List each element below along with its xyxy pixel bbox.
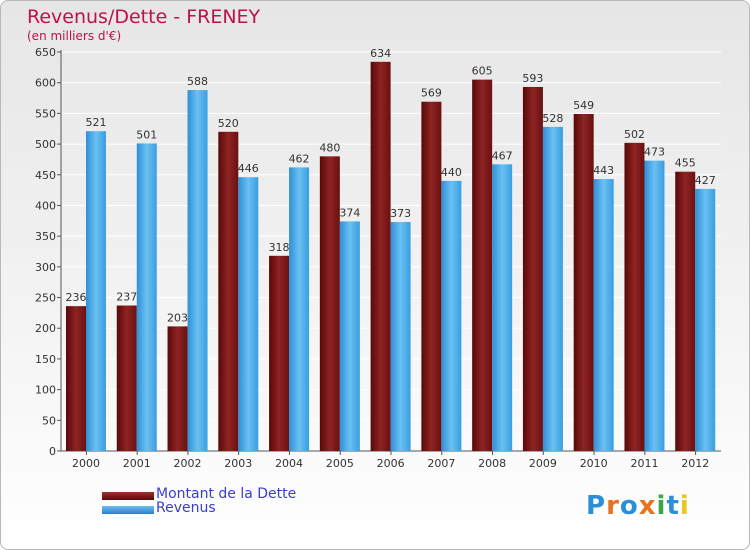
bar-revenus (542, 126, 563, 452)
bar-revenus (187, 90, 208, 451)
data-label-revenus: 446 (238, 162, 259, 175)
bar-revenus (441, 180, 462, 451)
y-tick-label: 200 (35, 322, 56, 335)
bar-revenus (289, 167, 310, 451)
legend-label-revenus: Revenus (156, 500, 216, 516)
x-tick-label: 2006 (377, 457, 405, 470)
bar-revenus (390, 222, 411, 451)
x-tick-label: 2007 (427, 457, 455, 470)
logo-letter: x (638, 491, 657, 521)
data-label-revenus: 467 (492, 149, 513, 162)
data-label-revenus: 501 (136, 128, 157, 141)
y-tick-label: 300 (35, 261, 56, 274)
bar-dette (218, 131, 239, 452)
data-label-revenus: 440 (441, 166, 462, 179)
y-tick-label: 100 (35, 384, 56, 397)
x-tick-label: 2001 (123, 457, 151, 470)
data-label-dette: 502 (624, 128, 645, 141)
x-tick-label: 2012 (681, 457, 709, 470)
bar-dette (573, 113, 594, 451)
y-tick-label: 650 (35, 46, 56, 59)
bar-dette (116, 305, 137, 451)
x-tick-label: 2004 (275, 457, 303, 470)
data-label-dette: 520 (218, 117, 239, 130)
data-label-revenus: 528 (542, 112, 563, 125)
data-label-dette: 236 (66, 291, 87, 304)
bar-dette (675, 171, 696, 451)
data-label-dette: 237 (116, 291, 137, 304)
x-tick-label: 2005 (326, 457, 354, 470)
data-label-revenus: 473 (644, 146, 665, 159)
logo-letter: r (606, 491, 620, 521)
data-label-dette: 318 (269, 241, 290, 254)
data-label-revenus: 588 (187, 75, 208, 88)
chart-subtitle: (en milliers d'€) (27, 29, 122, 43)
y-tick-label: 50 (42, 414, 56, 427)
x-tick-label: 2011 (630, 457, 658, 470)
bar-revenus (136, 143, 157, 451)
y-tick-label: 600 (35, 77, 56, 90)
proxiti-logo: Proxiti (586, 491, 690, 521)
bar-revenus (339, 221, 360, 451)
bar-revenus (492, 164, 513, 451)
bar-revenus (644, 160, 665, 452)
data-label-dette: 569 (421, 87, 442, 100)
bar-dette (624, 142, 645, 451)
legend-swatch-revenus (102, 506, 154, 514)
y-tick-label: 0 (49, 445, 56, 458)
data-label-revenus: 521 (86, 116, 107, 129)
y-tick-label: 550 (35, 107, 56, 120)
data-label-dette: 549 (573, 99, 594, 112)
data-label-revenus: 374 (339, 206, 360, 219)
x-tick-label: 2010 (580, 457, 608, 470)
y-tick-label: 500 (35, 138, 56, 151)
data-label-revenus: 427 (695, 174, 716, 187)
logo-letter: o (619, 491, 639, 521)
data-label-dette: 203 (167, 311, 188, 324)
bar-dette (522, 86, 543, 451)
logo-letter: i (656, 491, 667, 521)
logo-letter: t (666, 491, 680, 521)
x-tick-label: 2009 (529, 457, 557, 470)
bar-revenus (86, 131, 106, 451)
y-tick-label: 400 (35, 199, 56, 212)
data-label-dette: 455 (675, 157, 696, 170)
data-label-revenus: 462 (289, 152, 310, 165)
data-label-dette: 480 (319, 141, 340, 154)
bar-revenus (238, 177, 259, 451)
logo-letter: i (679, 491, 690, 521)
data-label-dette: 605 (472, 65, 493, 78)
y-tick-label: 450 (35, 169, 56, 182)
x-tick-label: 2003 (224, 457, 252, 470)
data-label-dette: 593 (522, 72, 543, 85)
y-tick-label: 250 (35, 292, 56, 305)
bar-dette (167, 326, 188, 451)
bar-dette (370, 61, 391, 452)
bar-dette (269, 255, 290, 451)
bar-revenus (695, 188, 716, 451)
logo-letter: P (586, 491, 607, 521)
data-label-dette: 634 (370, 47, 391, 60)
legend-swatch-dette (102, 492, 154, 500)
chart-title: Revenus/Dette - FRENEY (27, 6, 261, 28)
x-tick-label: 2008 (478, 457, 506, 470)
bar-dette (421, 101, 442, 452)
y-tick-label: 350 (35, 230, 56, 243)
bar-dette (472, 79, 493, 451)
bar-revenus (593, 179, 614, 451)
x-tick-label: 2002 (174, 457, 202, 470)
y-tick-label: 150 (35, 353, 56, 366)
x-tick-label: 2000 (72, 457, 100, 470)
bar-dette (66, 306, 86, 451)
legend-label-dette: Montant de la Dette (156, 486, 297, 502)
bar-dette (319, 156, 340, 451)
data-label-revenus: 443 (593, 164, 614, 177)
data-label-revenus: 373 (390, 207, 411, 220)
